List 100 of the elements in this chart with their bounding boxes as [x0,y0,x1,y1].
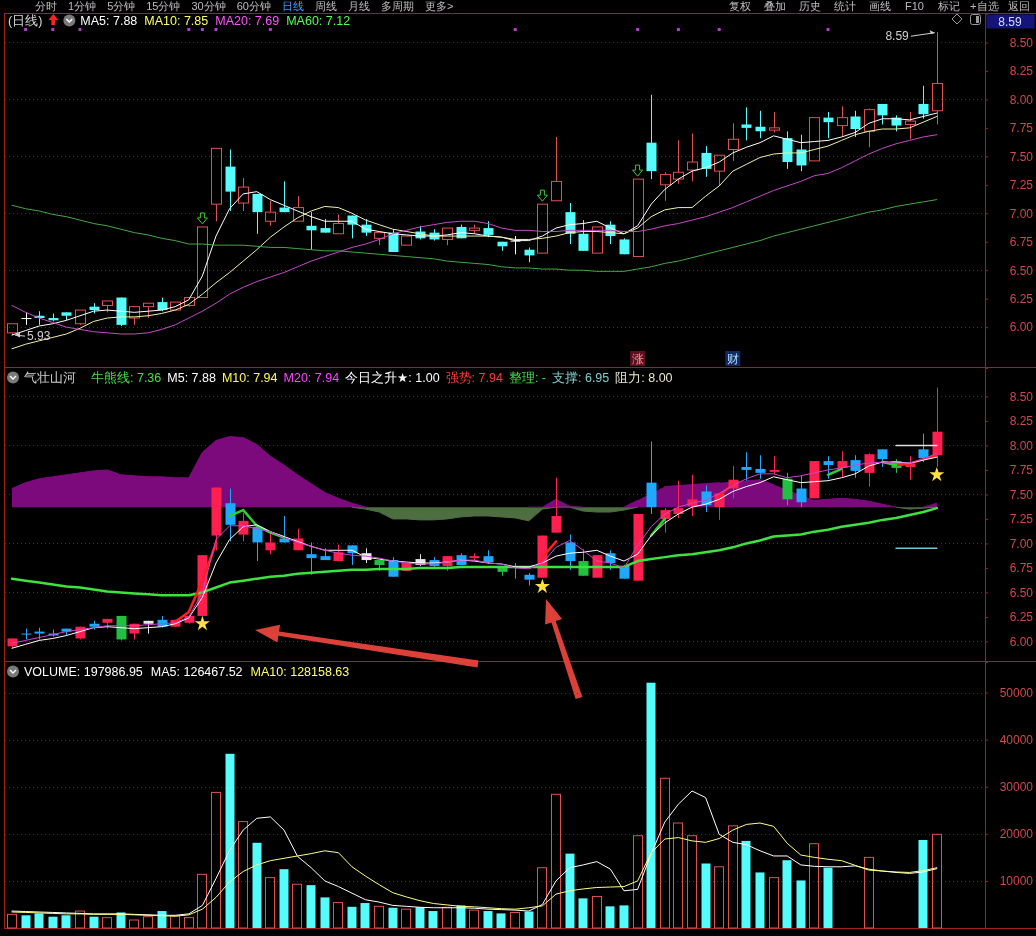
text: 日线 [282,0,304,12]
text: F10 [905,0,924,12]
text: +自选 [970,0,999,12]
candlestick [918,433,929,463]
text: 返回 [1008,0,1031,12]
bar [21,915,31,928]
text: 5分钟 [107,0,136,12]
y-tick-label: 10000 [999,874,1034,889]
y-tick-label: 7.25 [1009,178,1034,193]
annotation: MA5: 7.88 [80,14,138,28]
bar [619,905,629,928]
bar [265,877,275,929]
bar [932,833,942,929]
candlestick [510,235,521,255]
y-tick-label: 7.75 [1009,463,1034,478]
bar [401,908,411,929]
bar [143,916,153,929]
candlestick [755,454,766,480]
candlestick [823,455,834,480]
candlestick [578,219,589,252]
annotation: M5: 7.88 [167,371,216,385]
annotation: MA10: 7.85 [144,14,209,28]
bar [918,839,928,928]
y-tick-label: 7.50 [1009,487,1034,502]
y-tick-label: 6.00 [1009,320,1034,335]
bar [48,916,58,928]
point [534,578,550,593]
text: 历史 [798,0,821,12]
candlestick [918,85,929,120]
bar [551,793,561,929]
annotation: MA60: 7.12 [286,14,351,28]
y-tick-label: 8.25 [1009,64,1034,79]
chart-title: (日线) [8,14,43,28]
bar [347,906,357,928]
y-tick-label: 7.75 [1009,121,1034,136]
text: 30分钟 [191,0,226,12]
y-tick-label: 6.50 [1009,585,1034,600]
bar [741,840,751,928]
bar [129,919,139,929]
bar [592,895,602,929]
annotation: MA10: 128158.63 [250,665,350,679]
bar [197,873,207,929]
y-tick-label: 6.00 [1009,634,1034,649]
text: 叠加 [763,0,786,12]
candlestick [741,451,752,482]
bar [633,835,643,929]
annotation: 8.59 [885,29,910,44]
text: 统计 [833,0,856,12]
bar [728,825,738,929]
candlestick [265,532,276,555]
bar [320,897,330,928]
candlestick [782,472,793,506]
bar [796,880,806,928]
bar [660,777,670,929]
annotation: 支撑: 6.95 [551,371,610,385]
text: 画线 [868,0,891,12]
bar [360,903,370,928]
annotation: VOLUME: 197986.95 [24,665,143,679]
y-tick-label: 8.00 [1009,92,1034,107]
bar [496,913,506,928]
annotation: M10: 7.94 [221,371,278,385]
point [194,615,210,631]
bar [565,853,575,928]
chart-title: 气壮山河 [24,371,76,385]
bar [510,911,520,929]
bar [102,917,112,929]
bar [238,821,248,929]
line-series [11,790,938,916]
line-series [10,506,939,597]
bar [483,911,493,928]
candlestick [551,477,562,534]
y-tick-label: 50000 [999,685,1034,700]
annotation: MA5: 126467.52 [150,665,243,679]
point [929,466,945,482]
y-tick-label: 8.50 [1009,389,1034,404]
bar [605,906,615,928]
bar [279,869,289,928]
y-tick-label: 6.50 [1009,263,1034,278]
candlestick [306,541,317,576]
y-tick-label: 8.25 [1009,414,1034,429]
bar [428,911,438,928]
y-tick-label: 8.50 [1009,35,1034,50]
candlestick [728,122,739,162]
candlestick [701,145,712,178]
candlestick [837,105,848,138]
candlestick [252,193,263,235]
bar [442,906,452,929]
bar [61,915,71,928]
bar [225,753,235,928]
annotation: M20: 7.94 [283,371,340,385]
candlestick [932,387,943,468]
y-tick-label: 6.75 [1009,235,1034,250]
text: 60分钟 [236,0,271,12]
bar [292,883,302,929]
bar [823,867,833,928]
bar [701,863,711,928]
bar [646,682,656,928]
annotation: 5.93 [27,329,51,344]
y-tick-label: 20000 [999,827,1034,842]
y-tick-label: 6.25 [1009,610,1034,625]
